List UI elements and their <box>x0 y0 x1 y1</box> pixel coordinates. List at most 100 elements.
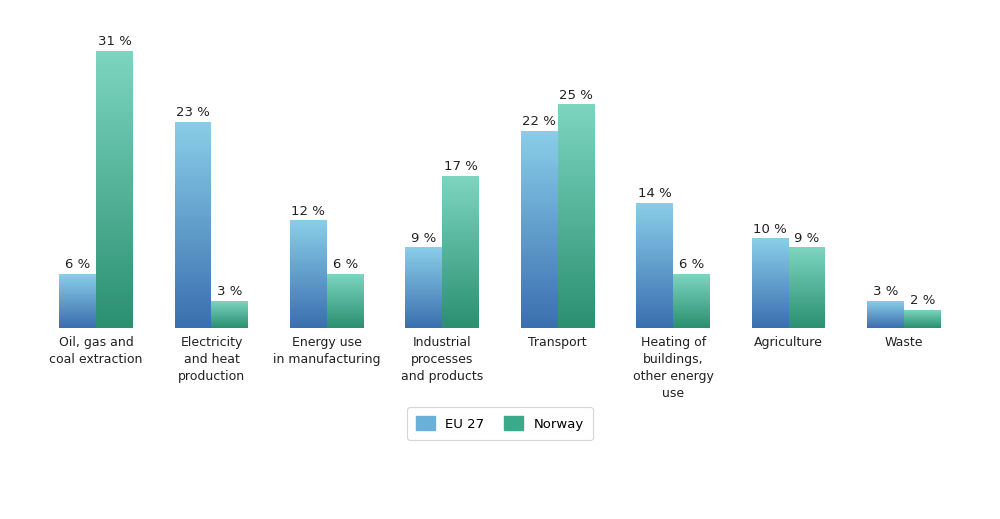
Bar <box>96 142 133 145</box>
Bar <box>673 310 710 311</box>
Bar <box>59 302 96 303</box>
Bar <box>558 149 595 151</box>
Bar <box>442 245 479 247</box>
Bar <box>175 233 211 235</box>
Bar <box>59 286 96 287</box>
Bar <box>752 253 789 254</box>
Bar <box>636 238 673 239</box>
Bar <box>290 253 327 254</box>
Bar <box>789 288 825 289</box>
Bar <box>636 291 673 293</box>
Bar <box>752 292 789 293</box>
Bar <box>442 290 479 291</box>
Bar <box>558 234 595 236</box>
Bar <box>442 256 479 258</box>
Bar <box>405 262 442 263</box>
Bar <box>327 302 364 303</box>
Bar <box>752 262 789 263</box>
Bar <box>521 200 558 202</box>
Bar <box>636 272 673 274</box>
Bar <box>521 241 558 243</box>
Bar <box>752 244 789 245</box>
Bar <box>673 318 710 319</box>
Bar <box>558 298 595 301</box>
Bar <box>442 314 479 316</box>
Bar <box>442 221 479 223</box>
Bar <box>521 220 558 222</box>
Bar <box>290 223 327 224</box>
Bar <box>175 272 211 274</box>
Bar <box>175 225 211 227</box>
Bar <box>405 306 442 307</box>
Bar <box>752 249 789 250</box>
Bar <box>752 313 789 314</box>
Bar <box>752 282 789 283</box>
Bar <box>96 248 133 250</box>
Bar <box>405 261 442 262</box>
Bar <box>789 263 825 264</box>
Bar <box>327 317 364 318</box>
Bar <box>405 323 442 324</box>
Bar <box>59 323 96 324</box>
Bar <box>442 303 479 305</box>
Bar <box>789 292 825 293</box>
Bar <box>752 301 789 302</box>
Bar <box>752 290 789 291</box>
Bar <box>558 133 595 135</box>
Bar <box>673 296 710 297</box>
Bar <box>636 274 673 275</box>
Bar <box>752 285 789 286</box>
Bar <box>752 255 789 256</box>
Bar <box>558 312 595 314</box>
Bar <box>290 229 327 230</box>
Bar <box>96 136 133 139</box>
Bar <box>636 305 673 306</box>
Bar <box>636 224 673 225</box>
Bar <box>290 247 327 248</box>
Bar <box>405 271 442 272</box>
Bar <box>290 264 327 265</box>
Bar <box>521 184 558 186</box>
Bar <box>405 247 442 248</box>
Bar <box>327 299 364 300</box>
Bar <box>290 227 327 228</box>
Bar <box>558 120 595 122</box>
Bar <box>96 134 133 136</box>
Bar <box>558 325 595 327</box>
Bar <box>405 252 442 253</box>
Bar <box>442 294 479 296</box>
Bar <box>442 264 479 265</box>
Bar <box>752 323 789 324</box>
Bar <box>521 155 558 157</box>
Bar <box>59 309 96 310</box>
Bar <box>96 300 133 303</box>
Bar <box>175 254 211 256</box>
Bar <box>558 129 595 131</box>
Bar <box>752 240 789 241</box>
Bar <box>521 255 558 257</box>
Bar <box>558 221 595 223</box>
Bar <box>290 268 327 269</box>
Bar <box>405 321 442 322</box>
Bar <box>673 293 710 294</box>
Bar <box>175 157 211 159</box>
Bar <box>752 303 789 304</box>
Bar <box>405 280 442 281</box>
Bar <box>59 294 96 295</box>
Bar <box>327 279 364 280</box>
Bar <box>752 265 789 266</box>
Bar <box>59 304 96 305</box>
Bar <box>96 170 133 172</box>
Bar <box>175 207 211 209</box>
Bar <box>558 247 595 250</box>
Bar <box>405 283 442 284</box>
Bar <box>442 196 479 197</box>
Bar <box>521 269 558 270</box>
Bar <box>442 279 479 281</box>
Bar <box>673 307 710 308</box>
Bar <box>96 131 133 134</box>
Bar <box>96 267 133 269</box>
Bar <box>636 268 673 269</box>
Bar <box>521 159 558 160</box>
Bar <box>327 310 364 311</box>
